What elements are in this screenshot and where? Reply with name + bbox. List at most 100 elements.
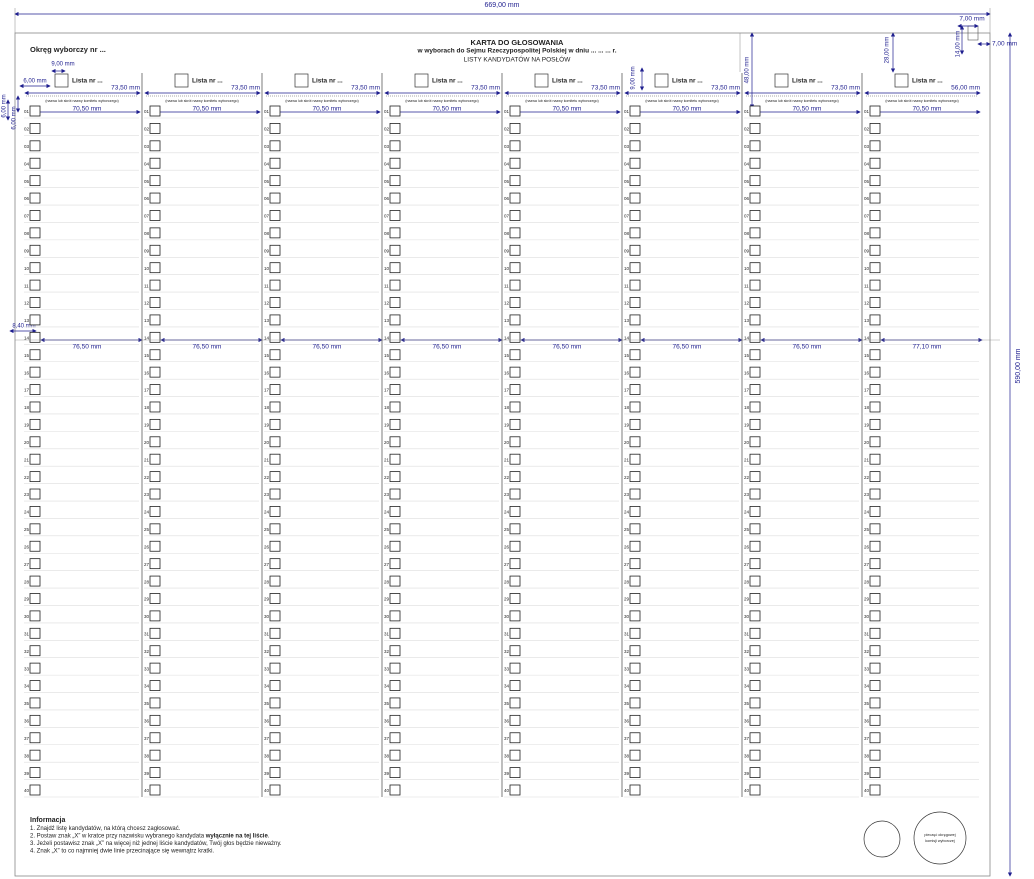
candidate-checkbox [869, 749, 881, 761]
candidate-checkbox [509, 645, 521, 657]
candidate-checkbox [869, 453, 881, 465]
row-number: 17 [624, 388, 630, 393]
dimension-label: 590,00 mm [1015, 348, 1022, 383]
candidate-checkbox [149, 575, 161, 587]
candidate-checkbox [749, 227, 761, 239]
candidate-checkbox [389, 175, 401, 187]
row-number: 18 [264, 405, 270, 410]
row-number: 40 [264, 788, 270, 793]
info-text: 2. Postaw znak „X” w kratce przy nazwisk… [30, 833, 206, 839]
stamp-label: pieczęć okręgowej [924, 833, 955, 837]
dimension-label: 73,50 mm [111, 85, 140, 92]
row-number: 13 [24, 318, 30, 323]
row-number: 28 [144, 579, 150, 584]
candidate-checkbox [389, 540, 401, 552]
dimension-label: 76,50 mm [313, 344, 342, 351]
candidate-checkbox [389, 471, 401, 483]
row-number: 16 [144, 370, 150, 375]
candidate-checkbox [509, 140, 521, 152]
row-number: 21 [744, 457, 750, 462]
candidate-checkbox [29, 140, 41, 152]
row-number: 07 [384, 214, 390, 219]
candidate-checkbox [629, 627, 641, 639]
row-number: 35 [144, 701, 150, 706]
row-number: 15 [744, 353, 750, 358]
candidate-checkbox [869, 384, 881, 395]
row-number: 31 [24, 631, 30, 636]
row-number: 12 [624, 301, 630, 306]
row-number: 20 [744, 440, 750, 445]
candidate-checkbox [29, 732, 41, 744]
row-number: 14 [144, 336, 150, 341]
candidate-checkbox [29, 157, 41, 169]
row-number: 18 [384, 405, 390, 410]
row-number: 11 [624, 283, 629, 288]
row-number: 38 [264, 753, 270, 758]
candidate-checkbox [749, 697, 761, 709]
row-number: 25 [24, 527, 30, 532]
candidate-checkbox [269, 488, 281, 500]
row-number: 22 [864, 475, 870, 480]
row-number: 25 [144, 527, 150, 532]
row-number: 20 [384, 440, 390, 445]
row-number: 04 [744, 161, 750, 166]
candidate-checkbox [869, 610, 881, 622]
row-number: 19 [144, 423, 150, 428]
dimension-label: 73,50 mm [351, 85, 380, 92]
row-number: 18 [744, 405, 750, 410]
candidate-checkbox [269, 714, 281, 726]
row-number: 06 [504, 196, 510, 201]
candidate-checkbox [389, 784, 401, 796]
row-number: 21 [384, 457, 390, 462]
row-number: 04 [864, 161, 870, 166]
row-number: 37 [384, 736, 390, 741]
candidate-checkbox [869, 697, 881, 709]
row-number: 33 [264, 666, 270, 671]
candidate-checkbox [869, 192, 881, 204]
row-number: 10 [24, 266, 30, 271]
row-number: 04 [24, 161, 30, 166]
row-number: 02 [384, 127, 390, 132]
row-number: 26 [624, 544, 630, 549]
dimension-label: 28,00 mm [885, 37, 891, 64]
dimension-label: 6,00 mm [12, 106, 18, 129]
row-number: 16 [24, 370, 30, 375]
row-number: 25 [864, 527, 870, 532]
candidate-checkbox [29, 279, 41, 291]
row-number: 27 [384, 562, 390, 567]
candidate-checkbox [149, 123, 161, 134]
candidate-checkbox [29, 175, 41, 187]
candidate-checkbox [749, 662, 761, 674]
row-number: 12 [384, 301, 390, 306]
candidate-checkbox [149, 314, 161, 326]
candidate-checkbox [29, 210, 41, 221]
row-number: 32 [384, 649, 390, 654]
candidate-checkbox [629, 175, 641, 187]
candidate-checkbox [869, 575, 881, 587]
candidate-checkbox [149, 105, 161, 117]
row-number: 17 [24, 388, 30, 393]
candidate-checkbox [149, 749, 161, 761]
row-number: 14 [264, 336, 270, 341]
dimension-label: 76,50 mm [73, 344, 102, 351]
candidate-checkbox [389, 314, 401, 326]
candidate-checkbox [389, 244, 401, 256]
row-number: 12 [264, 301, 270, 306]
row-number: 33 [624, 666, 630, 671]
ballot-subtitle: w wyborach do Sejmu Rzeczypospolitej Pol… [416, 48, 616, 55]
row-number: 27 [504, 562, 510, 567]
row-number: 17 [504, 388, 510, 393]
row-number: 13 [744, 318, 750, 323]
row-number: 28 [744, 579, 750, 584]
row-number: 39 [384, 771, 390, 776]
candidate-checkbox [269, 123, 281, 134]
candidate-checkbox [869, 279, 881, 291]
row-number: 17 [744, 388, 750, 393]
candidate-checkbox [29, 610, 41, 622]
committee-note: (nazwa lub skrót nazwy komitetu wyborcze… [405, 99, 478, 103]
candidate-checkbox [389, 210, 401, 221]
row-number: 38 [744, 753, 750, 758]
candidate-checkbox [749, 523, 761, 535]
candidate-checkbox [869, 523, 881, 535]
candidate-checkbox [509, 366, 521, 378]
